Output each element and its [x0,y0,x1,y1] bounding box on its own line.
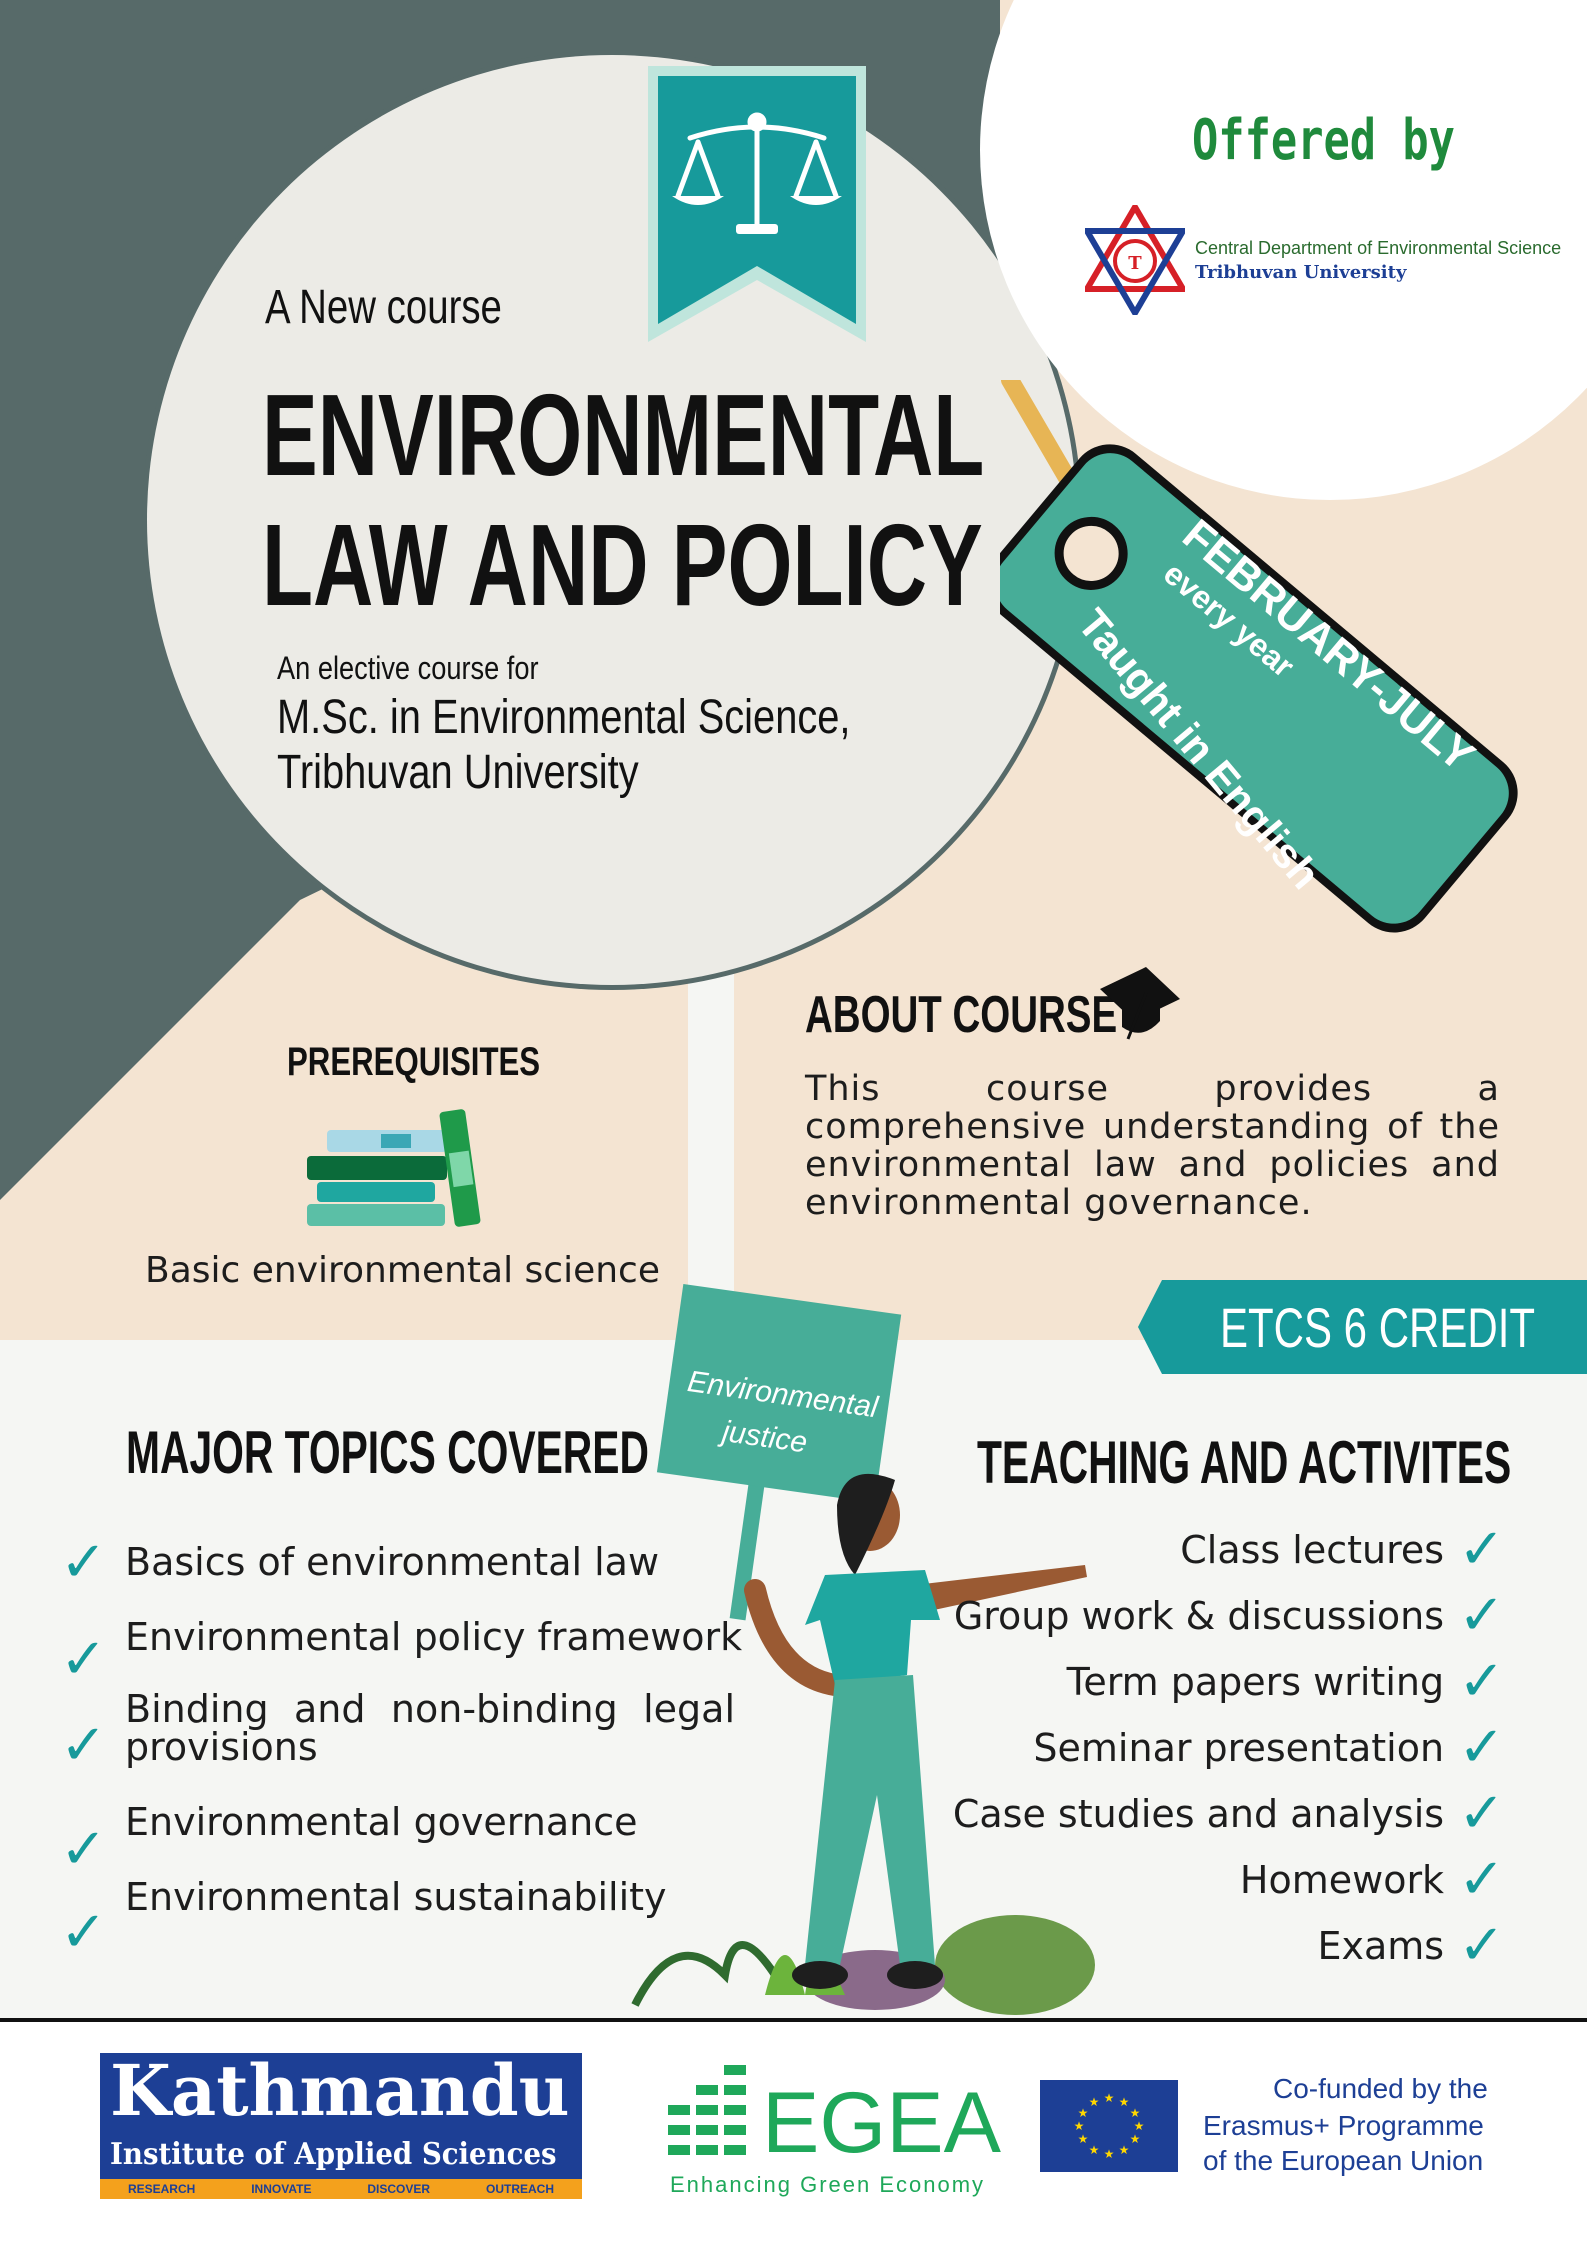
hero-subtitle-small: An elective course for [277,650,539,686]
activity-label: Seminar presentation [1033,1726,1445,1770]
credit-label: ETCS 6 CREDIT [1220,1296,1536,1359]
activist-illustration [631,1284,1095,2015]
check-icon: ✓ [1458,1649,1505,1714]
graduation-cap-icon [1100,967,1180,1040]
kias-tag: OUTREACH [485,2182,554,2196]
svg-text:★: ★ [1119,2143,1130,2157]
activity-item: Term papers writing ✓ [1067,1654,1505,1710]
activity-item: Class lectures ✓ [1180,1522,1505,1578]
activity-item: Case studies and analysis ✓ [953,1786,1505,1842]
topic-item: Binding and non-binding legal provisions [125,1687,735,1769]
egea-name: EGEA [762,2075,1001,2171]
activity-label: Exams [1317,1924,1445,1968]
kias-name: Kathmandu [110,2049,570,2132]
activity-item: Group work & discussions ✓ [954,1588,1505,1644]
check-icon: ✓ [60,1713,107,1778]
activity-label: Case studies and analysis [952,1792,1445,1836]
kias-tag: DISCOVER [367,2182,431,2196]
svg-text:★: ★ [1089,2143,1100,2157]
svg-text:★: ★ [1078,2132,1089,2146]
check-icon: ✓ [1458,1913,1505,1978]
hero-kicker: A New course [265,281,502,334]
course-dates-tag [1000,380,1518,933]
topics-heading: MAJOR TOPICS COVERED [126,1419,649,1486]
books-icon [307,1109,481,1227]
kias-logo: Kathmandu Institute of Applied Sciences … [100,2049,582,2199]
check-icon: ✓ [1458,1583,1505,1648]
check-icon: ✓ [60,1817,107,1882]
hero-title-line2: LAW AND POLICY [262,500,983,630]
svg-text:★: ★ [1134,2119,1145,2133]
prerequisites-heading: PREREQUISITES [287,1040,541,1084]
hero-title-line1: ENVIRONMENTAL [262,370,985,500]
about-heading: ABOUT COURSE [805,986,1118,1044]
kias-logo-panel [100,2053,582,2179]
topic-item: Environmental policy framework [125,1615,743,1659]
check-icon: ✓ [1458,1715,1505,1780]
kias-tag: INNOVATE [251,2182,312,2196]
svg-text:T: T [1128,253,1142,274]
check-icon: ✓ [60,1627,107,1692]
kias-tagline-bar: RESEARCH INNOVATE DISCOVER OUTREACH [100,2179,582,2199]
activity-label: Class lectures [1180,1528,1445,1572]
activity-label: Group work & discussions [953,1594,1445,1638]
svg-text:★: ★ [1104,2147,1115,2161]
check-icon: ✓ [60,1900,107,1965]
eu-flag-icon: ★ ★ ★ ★ ★ ★ ★ ★ ★ ★ ★ ★ [1040,2080,1178,2172]
about-text: This course provides a comprehensive und… [805,1069,1500,1223]
check-icon: ✓ [1458,1517,1505,1582]
activity-item: Exams ✓ [1317,1918,1505,1974]
eu-cofunded-line3: of the European Union [1203,2145,1484,2176]
activity-item: Seminar presentation ✓ [1033,1720,1505,1776]
topic-item: Basics of environmental law [125,1540,660,1584]
kias-tag: RESEARCH [127,2182,196,2196]
svg-text:★: ★ [1074,2119,1085,2133]
svg-text:★: ★ [1119,2095,1130,2109]
university-name: Tribhuvan University [1195,262,1407,283]
svg-text:★: ★ [1130,2132,1141,2146]
check-icon: ✓ [60,1530,107,1595]
svg-text:★: ★ [1089,2095,1100,2109]
activity-item: Homework ✓ [1240,1852,1505,1908]
hero-subtitle-line2: Tribhuvan University [277,746,639,799]
scales-of-justice-bookmark [648,66,866,342]
svg-text:★: ★ [1078,2106,1089,2120]
topic-item: Environmental sustainability [125,1875,667,1919]
department-name: Central Department of Environmental Scie… [1195,238,1562,258]
topic-item: Environmental governance [125,1800,638,1844]
eu-cofunded-line1: Co-funded by the [1273,2073,1488,2104]
hero-subtitle-line1: M.Sc. in Environmental Science, [277,691,851,744]
activity-label: Term papers writing [1066,1660,1445,1704]
kias-subtitle: Institute of Applied Sciences [110,2137,557,2172]
svg-text:★: ★ [1130,2106,1141,2120]
egea-subtitle: Enhancing Green Economy [670,2172,986,2197]
activity-label: Homework [1239,1858,1445,1902]
eu-cofunded-line2: Erasmus+ Programme [1203,2110,1484,2141]
check-icon: ✓ [1458,1781,1505,1846]
tribhuvan-university-logo-icon: T [1085,205,1185,315]
egea-bars-icon [668,2065,746,2155]
prerequisites-text: Basic environmental science [145,1250,660,1291]
credit-banner [1138,1280,1587,1374]
activities-heading: TEACHING AND ACTIVITES [977,1429,1512,1496]
check-icon: ✓ [1458,1847,1505,1912]
offered-by-label: Offered by [1192,108,1455,173]
svg-text:★: ★ [1104,2091,1115,2105]
